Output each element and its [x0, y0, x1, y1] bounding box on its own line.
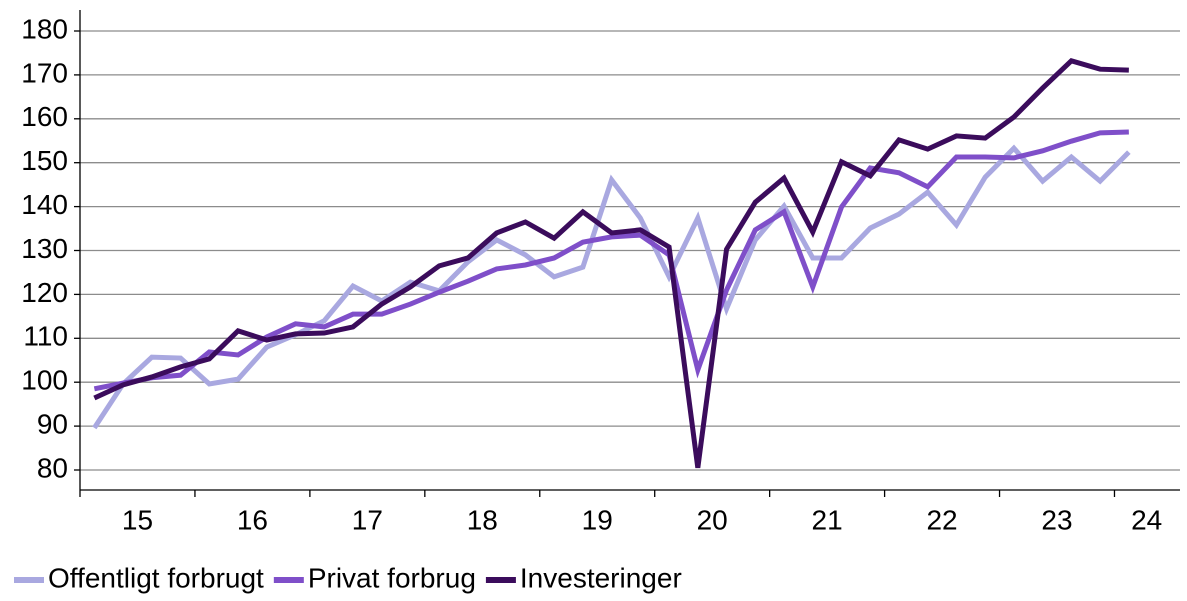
- x-tick-label: 18: [467, 504, 498, 535]
- y-tick-label: 120: [21, 277, 68, 308]
- y-tick-label: 80: [37, 452, 68, 483]
- x-tick-label: 23: [1041, 504, 1072, 535]
- y-tick-label: 140: [21, 189, 68, 220]
- x-tick-label: 15: [122, 504, 153, 535]
- x-tick-label: 19: [582, 504, 613, 535]
- y-tick-label: 110: [23, 321, 68, 352]
- y-tick-label: 90: [37, 408, 68, 439]
- x-tick-label: 17: [352, 504, 383, 535]
- legend-label: Offentligt forbrugt: [48, 562, 264, 593]
- line-series: [92, 144, 1131, 430]
- x-tick-label: 24: [1131, 504, 1162, 535]
- y-tick-label: 130: [21, 233, 68, 264]
- y-tick-label: 150: [21, 145, 68, 176]
- legend-label: Privat forbrug: [308, 562, 476, 593]
- x-tick-label: 22: [926, 504, 957, 535]
- line-series: [93, 129, 1129, 392]
- line-series: [93, 58, 1129, 469]
- legend-label: Investeringer: [520, 562, 682, 593]
- y-tick-label: 160: [21, 101, 68, 132]
- y-tick-label: 180: [21, 13, 68, 44]
- x-tick-label: 21: [812, 504, 843, 535]
- x-tick-label: 20: [697, 504, 728, 535]
- y-tick-label: 170: [21, 57, 68, 88]
- x-tick-label: 16: [237, 504, 268, 535]
- y-tick-label: 100: [21, 365, 68, 396]
